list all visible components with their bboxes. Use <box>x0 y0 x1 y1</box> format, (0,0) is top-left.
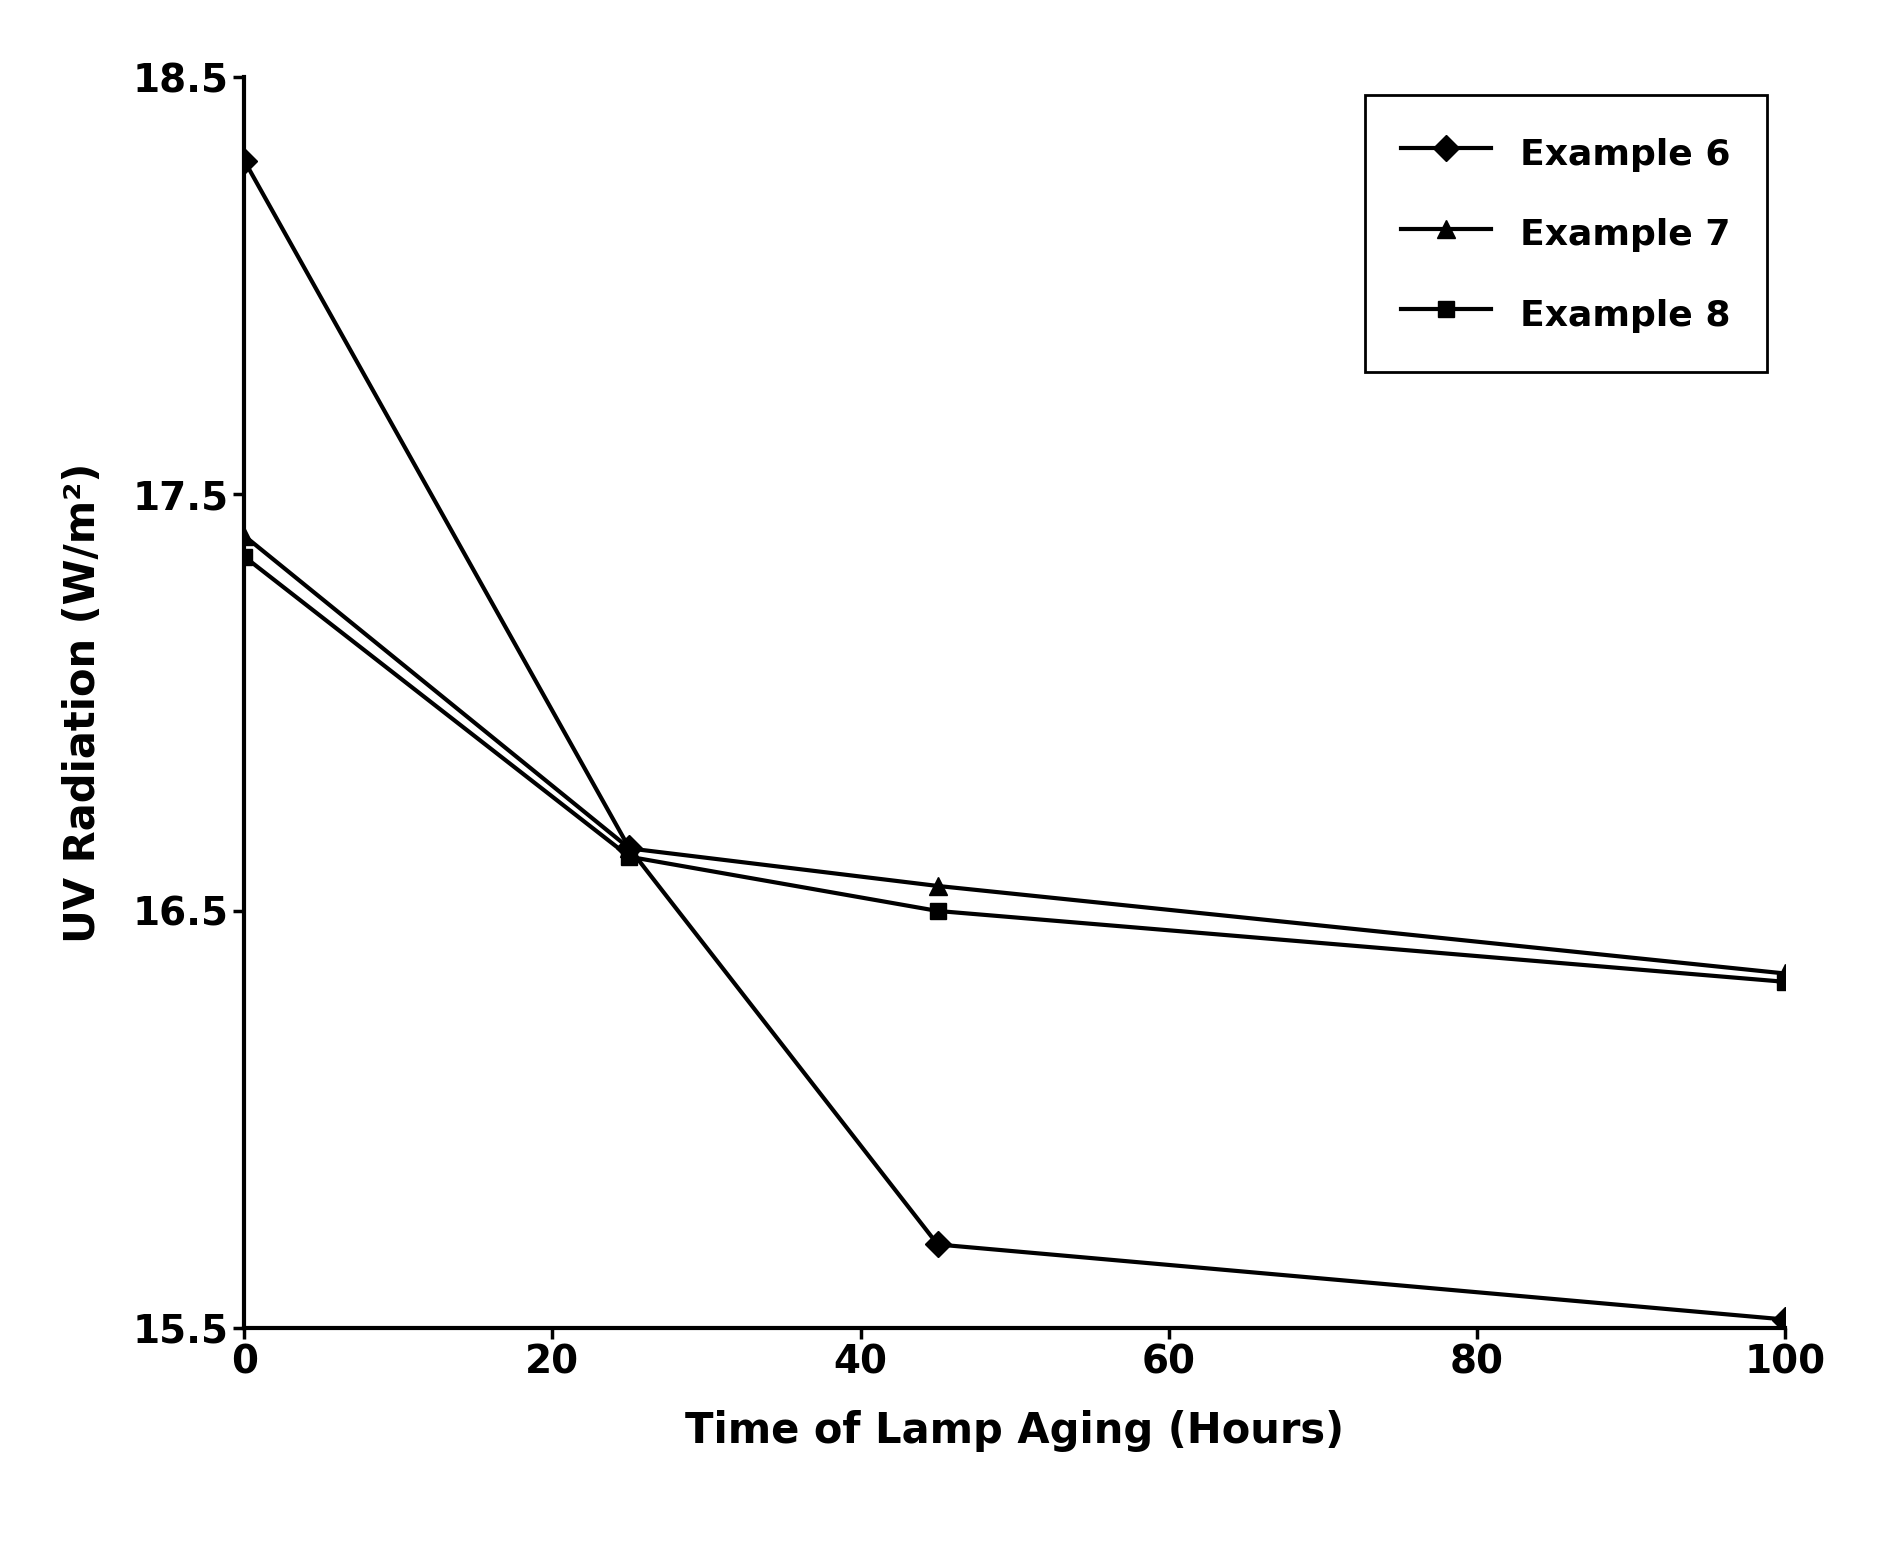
Example 8 <box>618 848 641 866</box>
Legend: Example 6, Example 7, Example 8: Example 6, Example 7, Example 8 <box>1366 96 1766 372</box>
Example 8 <box>926 902 949 920</box>
Y-axis label: UV Radiation (W/m²): UV Radiation (W/m²) <box>62 462 105 943</box>
Example 6 <box>1774 1311 1796 1329</box>
Example 6 <box>618 838 641 857</box>
Line: Example 8: Example 8 <box>237 548 1793 990</box>
Example 7 <box>618 838 641 857</box>
Example 6 <box>926 1235 949 1254</box>
Line: Example 7: Example 7 <box>235 527 1794 982</box>
X-axis label: Time of Lamp Aging (Hours): Time of Lamp Aging (Hours) <box>686 1410 1343 1451</box>
Line: Example 6: Example 6 <box>235 151 1794 1328</box>
Example 7 <box>233 527 256 545</box>
Example 8 <box>233 547 256 565</box>
Example 8 <box>1774 973 1796 991</box>
Example 7 <box>926 877 949 896</box>
Example 6 <box>233 151 256 170</box>
Example 7 <box>1774 963 1796 982</box>
